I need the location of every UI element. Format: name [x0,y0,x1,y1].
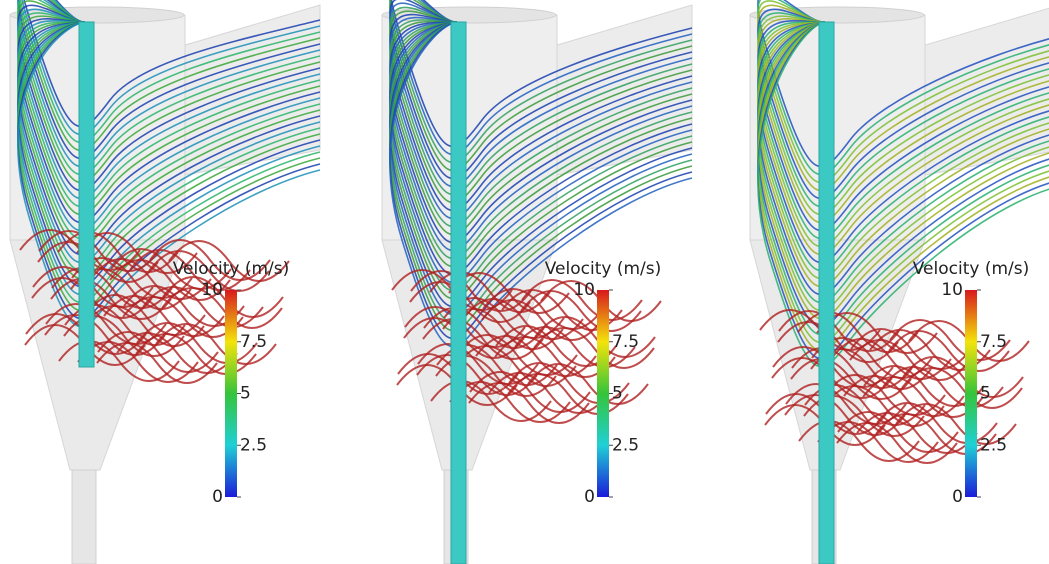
legend-title: Velocity (m/s) [173,259,290,279]
colorbar-tick-label: 2.5 [612,435,639,455]
legend-title: Velocity (m/s) [545,259,662,279]
colorbar-tick-label: 7.5 [240,332,267,352]
streamline-core [528,364,648,404]
colorbar-tick-label: 5 [612,384,623,404]
colorbar-tick-label: 10 [941,280,963,300]
panel: Velocity (m/s)10 7.5 5 2.5 0 [750,0,1049,564]
colorbar-tick-label: 7.5 [980,332,1007,352]
panel: Velocity (m/s)10 7.5 5 2.5 0 [382,0,692,564]
streamline-core [163,277,283,317]
streamline-core [877,403,997,443]
vortex-finder [79,22,94,367]
colorbar [965,290,977,497]
vortex-finder [819,22,834,564]
colorbar-tick-label: 5 [240,384,251,404]
colorbar-tick-label: 0 [584,487,595,507]
colorbar-tick-label: 0 [952,487,963,507]
outlet-tube [72,470,96,564]
streamline-core [137,323,257,363]
legend-title: Velocity (m/s) [913,259,1030,279]
colorbar-tick-label: 5 [980,384,991,404]
streamline-core [509,363,629,403]
streamline-core [903,357,1023,397]
panel: Velocity (m/s)10 7.5 5 2.5 0 [10,0,320,564]
vortex-finder [451,22,466,564]
streamline-core [857,413,977,453]
colorbar-tick-label: 10 [201,280,223,300]
page: Velocity (m/s)107.552.50Velocity (m/s)10… [0,0,1049,564]
streamline-core [876,414,996,454]
streamline-core [902,368,1022,408]
colorbar [225,290,237,497]
colorbar-tick-label: 2.5 [980,435,1007,455]
figure: Velocity (m/s)107.552.50Velocity (m/s)10… [0,0,1049,564]
colorbar-tick-label: 7.5 [612,332,639,352]
colorbar [597,290,609,497]
streamline-core [489,373,609,413]
colorbar-tick-label: 0 [212,487,223,507]
colorbar-tick-label: 2.5 [240,435,267,455]
colorbar-tick-label: 10 [573,280,595,300]
streamline-core [136,334,256,374]
